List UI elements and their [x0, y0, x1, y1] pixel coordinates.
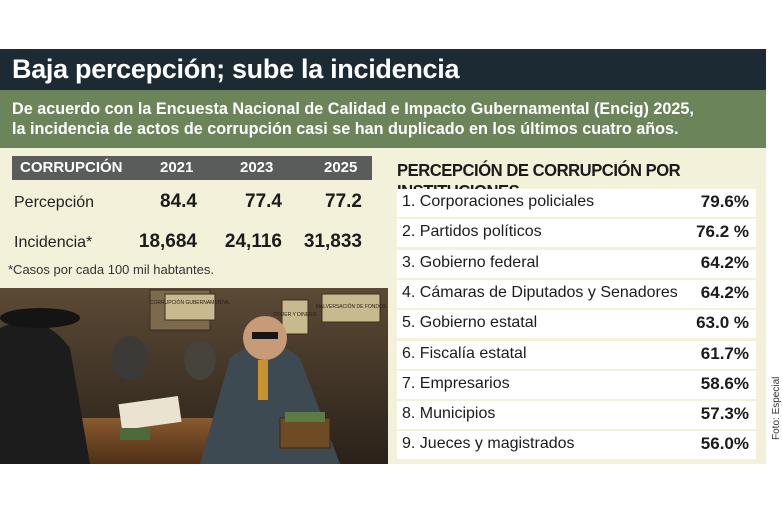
- bottom-strip: [0, 464, 766, 511]
- institution-percentage: 79.6%: [700, 192, 749, 211]
- tie: [258, 360, 268, 400]
- institution-name: 4. Cámaras de Diputados y Senadores: [402, 283, 678, 301]
- corruption-table-header: CORRUPCIÓN 2021 2023 2025: [12, 156, 372, 180]
- figure-background-1: [112, 336, 148, 380]
- percepcion-2025: 77.2: [325, 191, 362, 212]
- incidencia-2021: 18,684: [138, 231, 197, 252]
- institution-percentage: 76.2 %: [696, 222, 749, 242]
- header-2025: 2025: [324, 159, 358, 176]
- institution-percentage: 61.7%: [700, 343, 749, 363]
- subtitle: De acuerdo con la Encuesta Nacional de C…: [0, 90, 766, 148]
- institution-name: 9. Jueces y magistrados: [402, 435, 575, 453]
- sunglasses: [252, 332, 278, 339]
- page-title: Baja percepción; sube la incidencia: [0, 49, 766, 90]
- figure-background-2: [184, 340, 216, 380]
- institution-percentage: 56.0%: [700, 434, 749, 454]
- sign-poder: [281, 299, 309, 335]
- incidencia-2025: 31,833: [303, 231, 362, 252]
- table-row: 8. Municipios 57.3%: [397, 401, 756, 430]
- subtitle-line-1: De acuerdo con la Encuesta Nacional de C…: [12, 100, 694, 118]
- institution-name: 5. Gobierno estatal: [402, 314, 538, 332]
- header-2021: 2021: [160, 159, 194, 176]
- percepcion-2023: 77.4: [245, 191, 282, 212]
- institution-name: 7. Empresarios: [402, 374, 510, 392]
- percepcion-2021: 84.4: [160, 191, 197, 212]
- money-stack: [285, 412, 325, 422]
- institution-percentage: 63.0 %: [696, 313, 749, 333]
- header-2023: 2023: [240, 159, 274, 176]
- institution-percentage: 64.2%: [700, 282, 749, 302]
- incidencia-2023: 24,116: [224, 231, 282, 252]
- institution-name: 8. Municipios: [402, 405, 496, 423]
- documents: [118, 395, 182, 431]
- institution-percentage: 58.6%: [700, 373, 749, 393]
- institution-name: 1. Corporaciones policiales: [402, 193, 595, 210]
- illustration: CORRUPCIÓN GUBERNAMENTAL PODER Y DINERO …: [0, 288, 388, 464]
- institution-name: 6. Fiscalía estatal: [402, 344, 527, 362]
- institution-percentage: 57.3%: [700, 404, 749, 424]
- table-row: 2. Partidos políticos 76.2 %: [397, 219, 756, 248]
- institution-name: 2. Partidos políticos: [402, 223, 542, 241]
- photo-credit: Foto: Especial: [771, 376, 782, 440]
- table-row: 7. Empresarios 58.6%: [397, 370, 756, 399]
- cash-bundle: [120, 428, 150, 440]
- sign-poder-text: PODER Y DINERO: [273, 312, 316, 318]
- subtitle-line-2: la incidencia de actos de corrupción cas…: [12, 120, 679, 138]
- table-row: 6. Fiscalía estatal 61.7%: [397, 340, 756, 369]
- institution-percentage: 64.2%: [700, 252, 749, 272]
- table-row: 5. Gobierno estatal 63.0 %: [397, 310, 756, 339]
- row-label-percepcion: Percepción: [14, 194, 95, 211]
- money-box: [279, 417, 331, 449]
- sign-corrupcion-text: CORRUPCIÓN GUBERNAMENTAL: [150, 299, 230, 306]
- row-label-incidencia: Incidencia*: [14, 234, 93, 251]
- table-row: 4. Cámaras de Diputados y Senadores 64.2%: [397, 279, 756, 308]
- institution-name: 3. Gobierno federal: [402, 253, 539, 271]
- sign-malversacion: [321, 293, 381, 323]
- hat: [0, 308, 80, 328]
- header-corrupcion: CORRUPCIÓN: [20, 159, 123, 176]
- table-row: 3. Gobierno federal 64.2%: [397, 249, 756, 278]
- table-row: 9. Jueces y magistrados 56.0%: [397, 431, 756, 460]
- table-row: 1. Corporaciones policiales 79.6%: [397, 189, 756, 217]
- sign-corrupcion: [164, 293, 216, 321]
- footnote: *Casos por cada 100 mil habtantes.: [8, 262, 214, 277]
- sign-malversacion-text: MALVERSACIÓN DE FONDOS: [316, 303, 387, 310]
- shadow-figure: [0, 321, 90, 464]
